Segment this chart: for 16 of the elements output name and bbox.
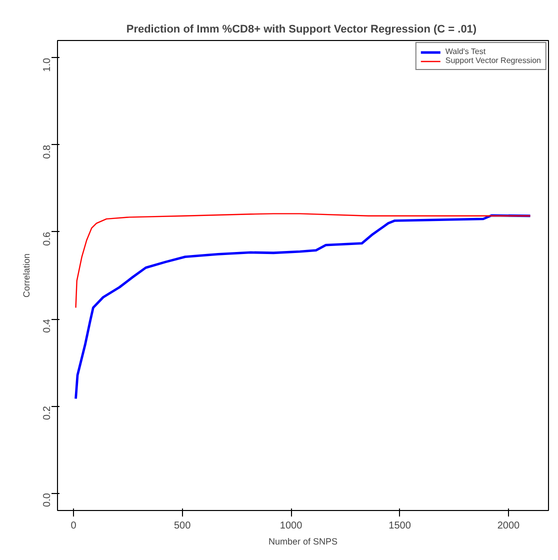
- y-axis-title: Correlation: [22, 253, 32, 298]
- y-tick-label: 0.6: [42, 232, 53, 246]
- x-axis-title: Number of SNPS: [268, 536, 338, 546]
- legend-label: Wald's Test: [445, 47, 486, 56]
- y-tick-label: 0.0: [42, 492, 53, 507]
- x-tick-label: 1500: [388, 520, 412, 532]
- chart-title: Prediction of Imm %CD8+ with Support Vector Regression (C = .01): [126, 24, 477, 36]
- y-tick-label: 0.8: [42, 144, 53, 159]
- x-tick-label: 500: [174, 520, 192, 532]
- y-tick-label: 0.2: [42, 406, 53, 420]
- y-tick-label: 0.4: [42, 318, 53, 333]
- x-tick-label: 1000: [280, 520, 303, 532]
- y-tick-label: 1.0: [42, 57, 53, 72]
- x-tick-label: 0: [70, 520, 77, 532]
- x-tick-label: 2000: [497, 520, 520, 532]
- legend-label: Support Vector Regression: [445, 56, 541, 65]
